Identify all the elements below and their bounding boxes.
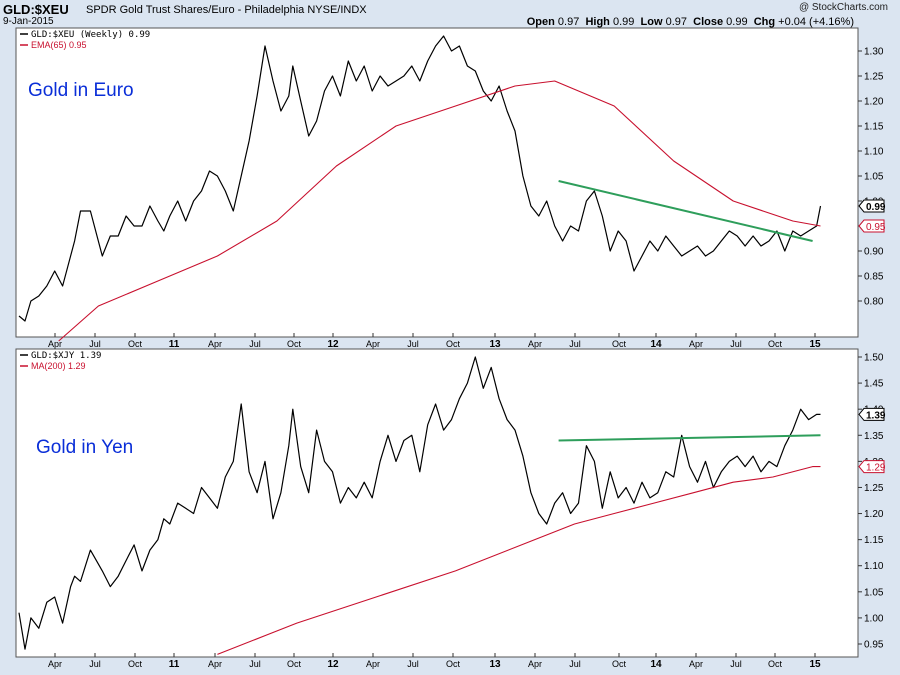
y-tick-label-bottom: 1.05	[864, 587, 884, 598]
symbol-title: GLD:$XEU	[3, 2, 69, 17]
close-label: Close	[693, 16, 724, 28]
last-price-label-bottom: 1.39	[866, 410, 886, 421]
symbol-description: SPDR Gold Trust Shares/Euro - Philadelph…	[86, 4, 367, 16]
x-tick-label: Jul	[89, 659, 101, 669]
x-tick-label: Oct	[128, 659, 143, 669]
x-tick-label: 11	[169, 339, 180, 350]
series-gld-xjy-bottom	[18, 356, 821, 650]
y-tick-label-top: 0.90	[864, 247, 884, 258]
x-tick-label: Jul	[730, 659, 742, 669]
y-tick-label-bottom: 1.50	[864, 353, 884, 364]
x-tick-label: Oct	[612, 659, 627, 669]
x-tick-label: Jul	[569, 339, 581, 349]
y-tick-label-top: 1.20	[864, 97, 884, 108]
watermark: @ StockCharts.com	[798, 2, 888, 13]
y-tick-label-top: 1.10	[864, 147, 884, 158]
x-tick-label: 14	[650, 339, 662, 350]
low-label: Low	[640, 16, 663, 28]
annotation-gold-in-euro: Gold in Euro	[28, 80, 134, 101]
x-tick-label: 15	[809, 659, 821, 670]
x-tick-label: Oct	[768, 659, 783, 669]
legend-entry-bottom: GLD:$XJY 1.39	[31, 351, 101, 361]
x-tick-label: Apr	[366, 339, 380, 349]
x-tick-label: Oct	[287, 659, 302, 669]
y-tick-label-top: 1.15	[864, 122, 884, 133]
plot-panel-top	[15, 27, 859, 338]
y-tick-label-bottom: 1.15	[864, 535, 884, 546]
x-tick-label: 15	[809, 339, 821, 350]
y-tick-label-top: 1.05	[864, 172, 884, 183]
open-label: Open	[526, 16, 555, 28]
last-price-tag-bottom	[858, 407, 885, 421]
y-tick-label-bottom: 1.45	[864, 379, 884, 390]
x-tick-label: 11	[169, 659, 180, 670]
chart-header: GLD:$XEU SPDR Gold Trust Shares/Euro - P…	[0, 0, 900, 28]
annotation-gold-in-yen: Gold in Yen	[36, 437, 134, 458]
y-tick-label-bottom: 0.95	[864, 640, 884, 651]
ohlc-readout: Open 0.97 High 0.99 Low 0.97 Close 0.99 …	[527, 16, 854, 28]
high-value: 0.99	[612, 16, 635, 28]
x-tick-label: Apr	[48, 339, 62, 349]
y-tick-label-top: 0.80	[864, 297, 884, 308]
x-tick-label: 13	[489, 339, 501, 350]
last-ma-label-top: 0.95	[866, 222, 886, 233]
x-tick-label: Oct	[612, 339, 627, 349]
x-tick-label: Jul	[730, 339, 742, 349]
x-tick-label: Jul	[89, 339, 101, 349]
x-tick-label: Jul	[407, 659, 419, 669]
chg-label: Chg	[753, 16, 776, 28]
x-tick-label: Oct	[768, 339, 783, 349]
y-tick-label-bottom: 1.10	[864, 561, 884, 572]
chg-value: +0.04 (+4.16%)	[778, 16, 854, 28]
x-tick-label: 12	[327, 339, 339, 350]
low-value: 0.97	[665, 16, 687, 28]
close-value: 0.99	[726, 16, 748, 28]
x-tick-label: Oct	[287, 339, 302, 349]
x-tick-label: Oct	[128, 339, 143, 349]
last-price-tag-top	[858, 199, 885, 213]
x-tick-label: Oct	[446, 659, 461, 669]
y-tick-label-top: 1.25	[864, 72, 884, 83]
x-tick-label: Jul	[407, 339, 419, 349]
series-trendline-bottom	[558, 434, 821, 442]
open-value: 0.97	[557, 16, 580, 28]
x-tick-label: Apr	[48, 659, 62, 669]
x-tick-label: Apr	[689, 339, 703, 349]
series-ema-65--top	[58, 80, 821, 342]
y-tick-label-top: 1.30	[864, 47, 884, 58]
series-ma-200--bottom	[217, 466, 821, 655]
legend-entry-top: GLD:$XEU (Weekly) 0.99	[31, 30, 150, 40]
x-tick-label: 14	[650, 659, 662, 670]
chart-date: 9-Jan-2015	[3, 16, 54, 27]
x-tick-label: Apr	[528, 339, 542, 349]
x-tick-label: 13	[489, 659, 501, 670]
y-tick-label-bottom: 1.25	[864, 483, 884, 494]
y-tick-label-bottom: 1.35	[864, 431, 884, 442]
last-ma-tag-top	[858, 219, 885, 233]
x-tick-label: Oct	[446, 339, 461, 349]
series-gld-xeu-weekly--top	[18, 35, 822, 322]
x-tick-label: Apr	[528, 659, 542, 669]
x-tick-label: Jul	[249, 339, 261, 349]
legend-entry-bottom: MA(200) 1.29	[31, 361, 86, 371]
x-tick-label: Apr	[689, 659, 703, 669]
last-price-label-top: 0.99	[866, 202, 886, 213]
x-tick-label: 12	[327, 659, 339, 670]
last-ma-label-bottom: 1.29	[866, 463, 886, 474]
x-tick-label: Jul	[249, 659, 261, 669]
y-tick-label-bottom: 1.00	[864, 613, 884, 624]
last-ma-tag-bottom	[858, 460, 885, 474]
x-tick-label: Apr	[366, 659, 380, 669]
x-tick-label: Apr	[208, 339, 222, 349]
plot-panel-bottom	[15, 348, 859, 658]
y-tick-label-top: 0.85	[864, 272, 884, 283]
y-tick-label-bottom: 1.20	[864, 509, 884, 520]
x-tick-label: Jul	[569, 659, 581, 669]
series-trendline-top	[558, 180, 813, 242]
x-tick-label: Apr	[208, 659, 222, 669]
high-label: High	[585, 16, 610, 28]
legend-entry-top: EMA(65) 0.95	[31, 40, 87, 50]
